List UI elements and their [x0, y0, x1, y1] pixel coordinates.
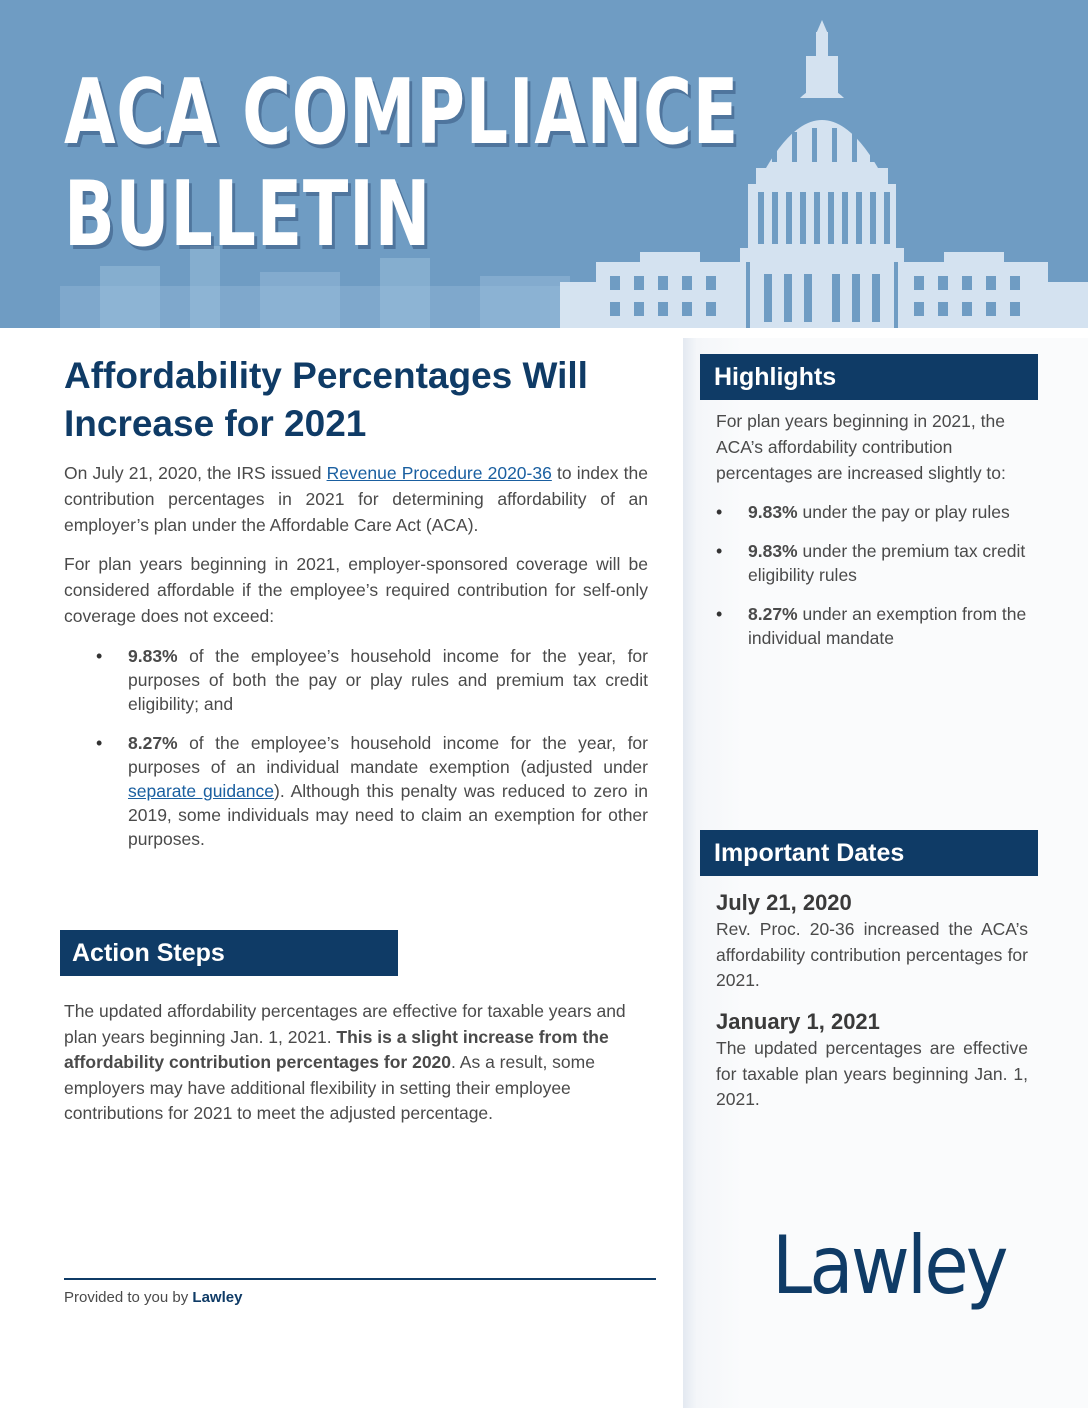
footer-divider: [64, 1278, 656, 1280]
highlights-intro: For plan years beginning in 2021, the AC…: [716, 411, 1006, 483]
list-item: 9.83% under the premium tax credit eligi…: [716, 539, 1028, 587]
header-banner: ACA COMPLIANCE BULLETIN: [0, 0, 1088, 328]
bulletin-title: ACA COMPLIANCE BULLETIN: [64, 60, 739, 267]
action-steps-paragraph: The updated affordability percentages ar…: [64, 999, 654, 1127]
date-description: Rev. Proc. 20-36 increased the ACA’s aff…: [716, 919, 1028, 990]
highlights-list: 9.83% under the pay or play rules 9.83% …: [716, 500, 1028, 665]
action-text-bold: This is a slight increase from the affor…: [64, 1026, 609, 1073]
intro-text-post: to index the contribution percentages in…: [64, 463, 648, 535]
list-item: 8.27% under an exemption from the indivi…: [716, 602, 1028, 650]
date-entry: July 21, 2020 Rev. Proc. 20-36 increased…: [716, 889, 1028, 994]
footer-company: Lawley: [192, 1289, 243, 1306]
coverage-paragraph: For plan years beginning in 2021, employ…: [64, 554, 648, 626]
intro-paragraph: On July 21, 2020, the IRS issued Revenue…: [64, 460, 648, 538]
highlight-percentage: 9.83%: [748, 502, 798, 522]
separate-guidance-link[interactable]: separate guidance: [128, 781, 274, 801]
highlight-percentage: 8.27%: [748, 604, 798, 624]
action-steps-header: Action Steps: [60, 930, 398, 976]
bullet-text-pre: of the employee’s household income for t…: [128, 733, 648, 777]
list-item: 9.83% under the pay or play rules: [716, 500, 1028, 524]
revenue-procedure-link[interactable]: Revenue Procedure 2020-36: [326, 463, 552, 483]
important-dates-header: Important Dates: [700, 830, 1038, 876]
action-text-pre: The updated affordability percentages ar…: [64, 1001, 626, 1047]
bullet-text-post: ). Although this penalty was reduced to …: [128, 781, 648, 849]
intro-text-pre: On July 21, 2020, the IRS issued: [64, 463, 327, 483]
highlight-text: under an exemption from the individual m…: [748, 604, 1027, 648]
article-title: Affordability Percentages Will Increase …: [64, 355, 588, 444]
date-entry: January 1, 2021 The updated percentages …: [716, 1008, 1028, 1113]
bullet-percentage: 9.83%: [128, 646, 178, 666]
city-skyline-graphic: [60, 246, 580, 328]
highlight-percentage: 9.83%: [748, 541, 798, 561]
highlight-text: under the pay or play rules: [797, 502, 1010, 522]
action-text-post: . As a result, some employers may have a…: [64, 1052, 595, 1123]
highlight-text: under the premium tax credit eligibility…: [748, 541, 1026, 585]
list-item: 8.27% of the employee’s household income…: [96, 731, 648, 851]
capitol-building-icon: [560, 20, 1088, 328]
highlights-header: Highlights: [700, 354, 1038, 400]
footer-credit: Provided to you by Lawley: [64, 1289, 242, 1306]
lawley-logo: Lawley: [772, 1219, 1009, 1312]
date-heading: January 1, 2021: [716, 1009, 880, 1034]
bullet-text: of the employee’s household income for t…: [128, 646, 648, 714]
date-heading: July 21, 2020: [716, 890, 852, 915]
footer-prefix: Provided to you by: [64, 1289, 193, 1306]
bullet-percentage: 8.27%: [128, 733, 178, 753]
affordability-bullet-list: 9.83% of the employee’s household income…: [96, 644, 648, 866]
date-description: The updated percentages are effective fo…: [716, 1038, 1028, 1109]
list-item: 9.83% of the employee’s household income…: [96, 644, 648, 716]
